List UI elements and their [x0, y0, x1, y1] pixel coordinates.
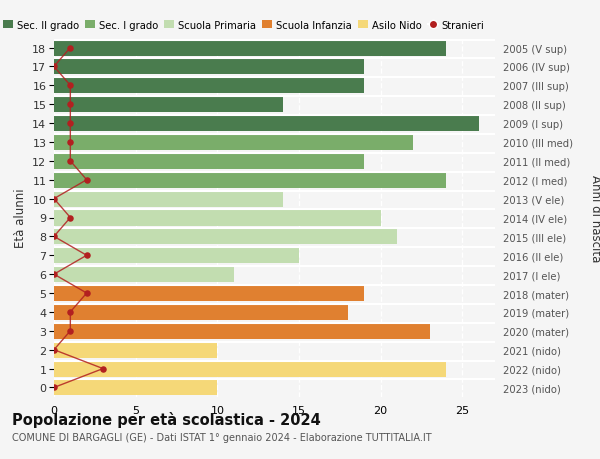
Bar: [54, 134, 413, 151]
Point: [49, 233, 59, 241]
Point: [49, 64, 59, 71]
Point: [65, 327, 75, 335]
Bar: [54, 361, 446, 377]
Legend: Sec. II grado, Sec. I grado, Scuola Primaria, Scuola Infanzia, Asilo Nido, Stran: Sec. II grado, Sec. I grado, Scuola Prim…: [3, 21, 484, 30]
Point: [65, 158, 75, 165]
Point: [49, 196, 59, 203]
Point: [49, 346, 59, 353]
Point: [65, 83, 75, 90]
Bar: [54, 342, 217, 358]
Bar: [54, 116, 479, 132]
Bar: [54, 59, 364, 75]
Bar: [54, 380, 217, 396]
Bar: [54, 78, 364, 94]
Text: COMUNE DI BARGAGLI (GE) - Dati ISTAT 1° gennaio 2024 - Elaborazione TUTTITALIA.I: COMUNE DI BARGAGLI (GE) - Dati ISTAT 1° …: [12, 432, 431, 442]
Bar: [54, 267, 233, 283]
Point: [65, 214, 75, 222]
Point: [49, 384, 59, 391]
Y-axis label: Età alunni: Età alunni: [14, 188, 26, 248]
Bar: [54, 229, 397, 245]
Point: [65, 101, 75, 109]
Point: [98, 365, 108, 372]
Bar: [54, 248, 299, 264]
Point: [49, 271, 59, 278]
Bar: [54, 210, 380, 226]
Y-axis label: Anni di nascita: Anni di nascita: [589, 174, 600, 262]
Point: [65, 308, 75, 316]
Bar: [54, 285, 364, 302]
Point: [82, 177, 91, 184]
Point: [65, 45, 75, 52]
Point: [82, 252, 91, 259]
Text: Popolazione per età scolastica - 2024: Popolazione per età scolastica - 2024: [12, 412, 321, 428]
Bar: [54, 323, 430, 339]
Bar: [54, 40, 446, 56]
Bar: [54, 304, 348, 320]
Bar: [54, 153, 364, 169]
Point: [65, 120, 75, 128]
Bar: [54, 97, 283, 113]
Bar: [54, 191, 283, 207]
Bar: [54, 172, 446, 188]
Point: [65, 139, 75, 146]
Point: [82, 290, 91, 297]
